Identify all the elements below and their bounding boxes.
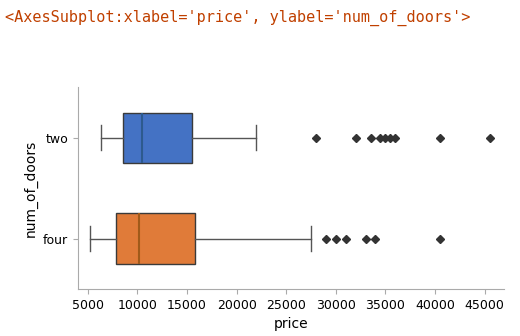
X-axis label: price: price <box>274 317 308 331</box>
PathPatch shape <box>115 213 195 264</box>
Y-axis label: num_of_doors: num_of_doors <box>23 139 37 237</box>
PathPatch shape <box>123 113 192 163</box>
Text: <AxesSubplot:xlabel='price', ylabel='num_of_doors'>: <AxesSubplot:xlabel='price', ylabel='num… <box>5 10 471 26</box>
